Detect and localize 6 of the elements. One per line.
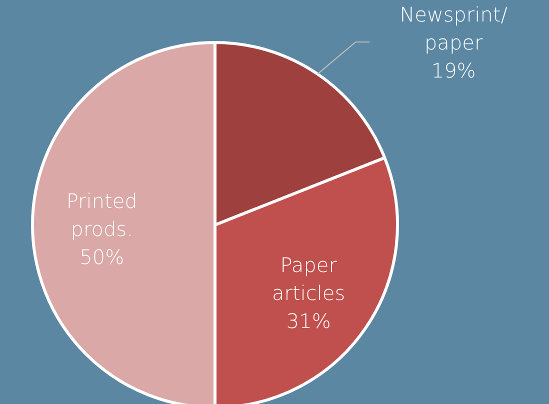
slice-label: Newsprint/ paper <box>400 2 508 54</box>
slice-label: Printed prods. <box>66 189 138 242</box>
data-label: 19% <box>431 58 476 82</box>
data-label: 50% <box>80 245 124 270</box>
data-label: 31% <box>286 308 331 333</box>
slice-label: Paper articles <box>272 252 346 305</box>
